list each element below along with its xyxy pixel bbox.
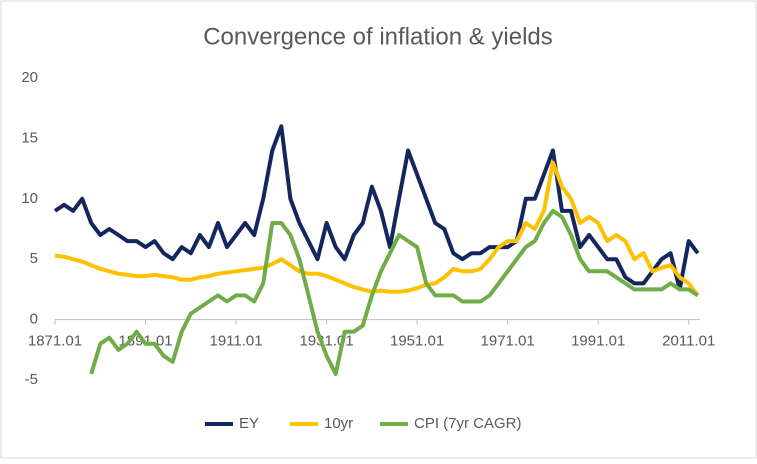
y-tick-label: -5 xyxy=(25,371,38,388)
legend-label: EY xyxy=(239,415,259,432)
chart-title: Convergence of inflation & yields xyxy=(203,23,553,50)
legend-label: CPI (7yr CAGR) xyxy=(414,415,522,432)
y-tick-label: 5 xyxy=(30,250,38,267)
x-tick-label: 1991.01 xyxy=(571,333,625,350)
y-tick-label: 0 xyxy=(30,311,38,328)
series-line xyxy=(53,124,700,292)
legend-label: 10yr xyxy=(324,415,353,432)
x-tick-label: 1951.01 xyxy=(390,333,444,350)
x-tick-label: 2011.01 xyxy=(662,333,715,350)
y-tick-label: 15 xyxy=(21,129,38,146)
series-line xyxy=(89,208,699,376)
x-tick-label: 1871.01 xyxy=(28,333,82,350)
series-line xyxy=(54,160,700,297)
x-tick-label: 1911.01 xyxy=(210,333,263,350)
y-tick-label: 10 xyxy=(21,190,38,207)
x-tick-label: 1971.01 xyxy=(481,333,535,350)
y-tick-label: 20 xyxy=(21,69,38,86)
